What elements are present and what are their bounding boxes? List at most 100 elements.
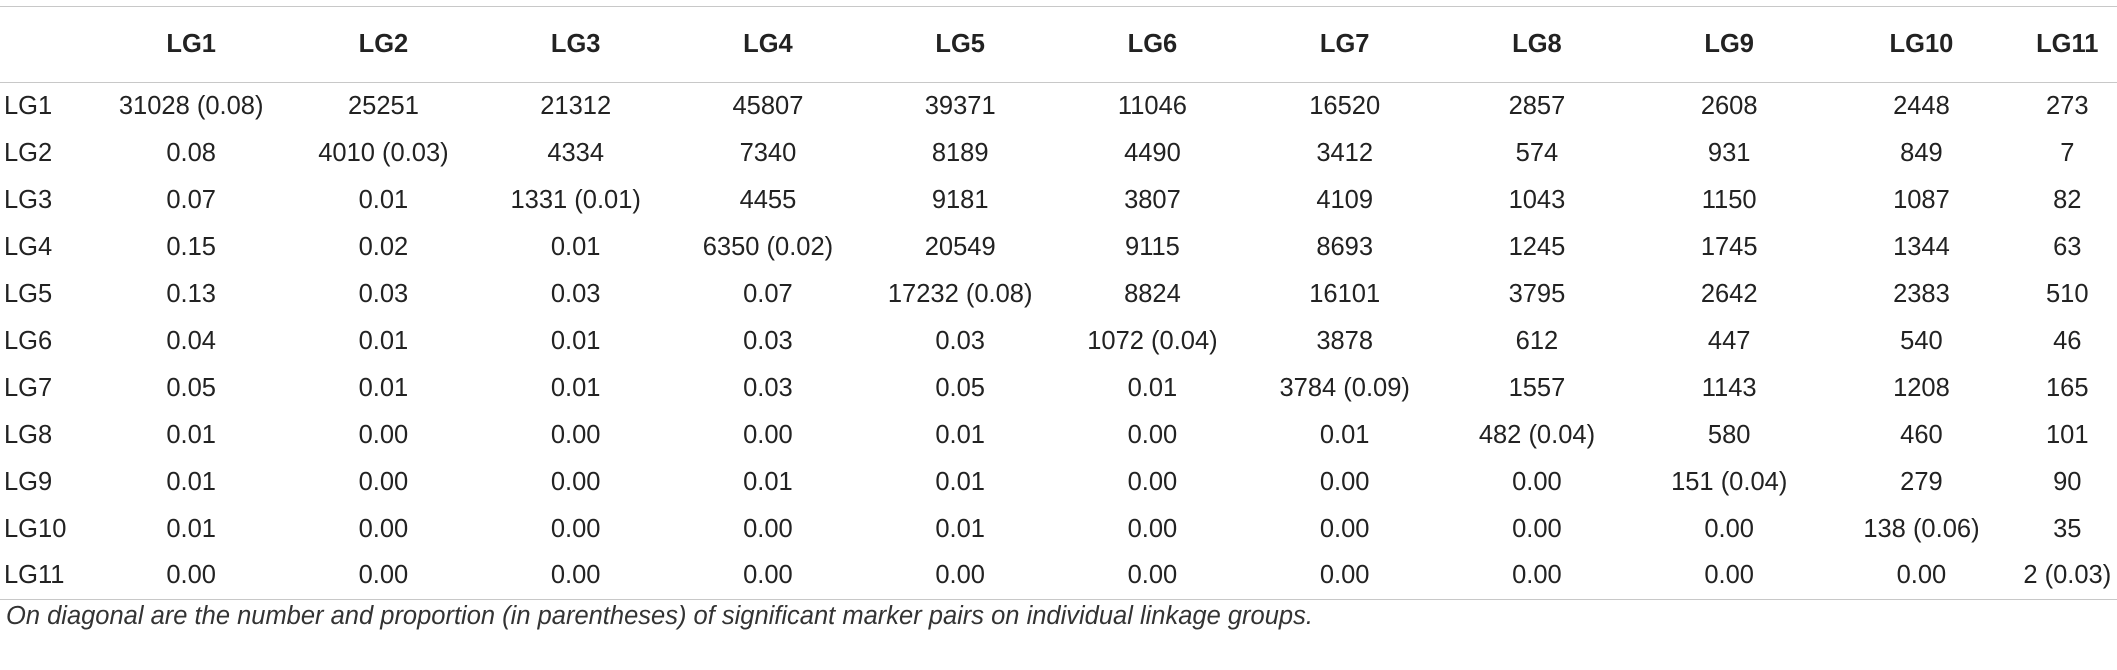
table-cell: 0.00 [358, 514, 409, 543]
table-cell: 0.00 [1056, 552, 1249, 600]
diagonal-cell: 482 (0.04) [1478, 420, 1596, 449]
table-cell: 0.00 [1127, 467, 1178, 496]
linkage-disequilibrium-table: LG1 LG2 LG3 LG4 LG5 LG6 LG7 LG8 LG9 LG10 LG11 LG1 3… [0, 6, 2117, 600]
table-cell: 1150 [1701, 185, 1757, 214]
table-cell: 1208 [1893, 373, 1950, 402]
table-cell: 0.00 [1825, 552, 2018, 600]
table-cell: 8824 [1124, 279, 1181, 308]
table-cell: 7340 [739, 138, 797, 167]
table-cell: 540 [1900, 326, 1943, 355]
table-cell: 9115 [1125, 232, 1180, 261]
table-cell: 0.00 [95, 552, 288, 600]
table-cell: 20549 [924, 232, 996, 261]
diagonal-cell: 31028 (0.08) [118, 91, 264, 120]
table-cell: 0.05 [166, 373, 216, 402]
table-cell: 82 [2053, 185, 2082, 214]
table-cell: 39371 [924, 91, 996, 120]
table-cell: 0.05 [935, 373, 985, 402]
row-header: LG11 [0, 552, 96, 600]
table-cell: 2383 [1893, 279, 1950, 308]
diagonal-cell: 4010 (0.03) [318, 138, 449, 167]
table-cell: 931 [1707, 138, 1751, 167]
row-header: LG6 [4, 326, 53, 355]
table-cell: 63 [2053, 232, 2082, 261]
table-cell: 0.01 [358, 326, 409, 355]
table-cell: 0.01 [550, 232, 601, 261]
table-cell: 0.03 [550, 279, 601, 308]
column-header: LG7 [1248, 6, 1441, 83]
table-cell: 2448 [1893, 91, 1950, 120]
table-cell: 0.00 [1633, 552, 1826, 600]
table-cell: 279 [1900, 467, 1943, 496]
table-cell: 7 [2060, 138, 2075, 167]
diagonal-cell: 17232 (0.08) [887, 279, 1033, 308]
table-cell: 16101 [1309, 279, 1381, 308]
table-row: LG4 0.15 0.02 0.01 6350 (0.02) 20549 9115 8693 1… [0, 224, 2117, 271]
header-row: LG1 LG2 LG3 LG4 LG5 LG6 LG7 LG8 LG9 LG10 LG11 [0, 6, 2117, 83]
table-cell: 165 [2046, 373, 2089, 402]
table-cell: 0.00 [671, 552, 865, 600]
table-cell: 273 [2046, 91, 2089, 120]
table-cell: 0.00 [550, 420, 601, 449]
table-cell: 4109 [1316, 185, 1374, 214]
table-cell: 0.00 [1704, 514, 1754, 543]
table-cell: 0.01 [358, 185, 409, 214]
table-cell: 1557 [1508, 373, 1566, 402]
table-cell: 849 [1900, 138, 1943, 167]
table-row: LG10 0.01 0.00 0.00 0.00 0.01 0.00 0.00 0.00 0.00… [0, 506, 2117, 553]
table-cell: 0.01 [935, 514, 985, 543]
table-cell: 0.00 [287, 552, 480, 600]
table-cell: 0.01 [166, 467, 216, 496]
table-cell: 0.07 [743, 279, 793, 308]
diagonal-cell: 1072 (0.04) [1087, 326, 1218, 355]
table-cell: 0.00 [1319, 467, 1370, 496]
table-cell: 0.01 [1319, 420, 1370, 449]
table-cell: 0.00 [1512, 467, 1562, 496]
column-header: LG2 [287, 6, 480, 83]
table-cell: 8693 [1316, 232, 1374, 261]
table-cell: 0.13 [166, 279, 216, 308]
table-cell: 0.00 [1127, 514, 1178, 543]
table-cell: 580 [1707, 420, 1751, 449]
table-cell: 0.01 [743, 467, 793, 496]
table-row: LG1 31028 (0.08) 25251 21312 45807 39371 11046… [0, 83, 2117, 130]
table-row: LG5 0.13 0.03 0.03 0.07 17232 (0.08) 8824 16101… [0, 271, 2117, 318]
table-cell: 0.01 [358, 373, 409, 402]
table-cell: 3878 [1316, 326, 1374, 355]
table-cell: 0.00 [1512, 514, 1562, 543]
table-cell: 0.00 [358, 467, 409, 496]
column-header: LG5 [864, 6, 1057, 83]
table-cell: 35 [2053, 514, 2082, 543]
table-cell: 3807 [1124, 185, 1181, 214]
column-header: LG1 [95, 6, 288, 83]
table-header: LG1 LG2 LG3 LG4 LG5 LG6 LG7 LG8 LG9 LG10 LG11 [0, 6, 2117, 83]
table-cell: 45807 [732, 91, 804, 120]
table-cell: 0.00 [743, 420, 793, 449]
table-cell: 16520 [1309, 91, 1381, 120]
table-cell: 460 [1900, 420, 1943, 449]
table-cell: 0.00 [1248, 552, 1441, 600]
column-header: LG9 [1633, 6, 1826, 83]
table-cell: 0.00 [1319, 514, 1370, 543]
table-row: LG3 0.07 0.01 1331 (0.01) 4455 9181 3807 4109 10… [0, 177, 2117, 224]
table-cell: 25251 [347, 91, 419, 120]
table-cell: 0.03 [358, 279, 409, 308]
table-cell: 0.03 [743, 373, 793, 402]
table-cell: 8189 [931, 138, 989, 167]
table-cell: 1043 [1508, 185, 1566, 214]
table-cell: 0.03 [935, 326, 985, 355]
column-header: LG8 [1440, 6, 1634, 83]
column-header: LG10 [1825, 6, 2018, 83]
diagonal-cell: 3784 (0.09) [1279, 373, 1410, 402]
column-header: LG3 [479, 6, 672, 83]
table-row: LG6 0.04 0.01 0.01 0.03 0.03 1072 (0.04) 3878 61… [0, 318, 2117, 365]
table-cell: 0.01 [935, 420, 985, 449]
diagonal-cell: 138 (0.06) [1863, 514, 1980, 543]
table-footnote: On diagonal are the number and proportio… [6, 602, 1313, 630]
table-cell: 2608 [1700, 91, 1758, 120]
table-cell: 90 [2053, 467, 2082, 496]
row-header: LG3 [4, 185, 53, 214]
table-cell: 0.01 [550, 373, 601, 402]
table-cell: 1143 [1701, 373, 1757, 402]
